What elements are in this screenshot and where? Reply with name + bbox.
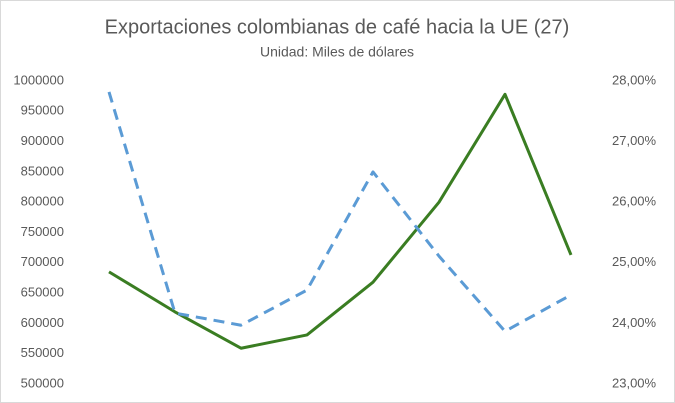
y2-tick-label: 28,00% — [612, 72, 657, 87]
chart-title: Exportaciones colombianas de café hacia … — [105, 16, 570, 38]
y-tick-label: 850000 — [21, 163, 64, 178]
y-tick-label: 900000 — [21, 133, 64, 148]
y-tick-label: 1000000 — [13, 72, 64, 87]
y2-tick-label: 23,00% — [612, 375, 657, 390]
series-line — [107, 91, 572, 333]
y-tick-label: 650000 — [21, 285, 64, 300]
y-tick-label: 750000 — [21, 224, 64, 239]
y2-tick-label: 25,00% — [612, 254, 657, 269]
y2-tick-label: 27,00% — [612, 133, 657, 148]
y-tick-label: 950000 — [21, 103, 64, 118]
y-tick-label: 600000 — [21, 315, 64, 330]
y-tick-label: 800000 — [21, 194, 64, 209]
y2-tick-label: 24,00% — [612, 315, 657, 330]
chart-subtitle: Unidad: Miles de dólares — [260, 44, 414, 60]
series-line — [108, 92, 573, 350]
y-tick-label: 700000 — [21, 254, 64, 269]
y-tick-label: 500000 — [21, 375, 64, 390]
y-tick-label: 550000 — [21, 345, 64, 360]
y2-tick-label: 26,00% — [612, 194, 657, 209]
